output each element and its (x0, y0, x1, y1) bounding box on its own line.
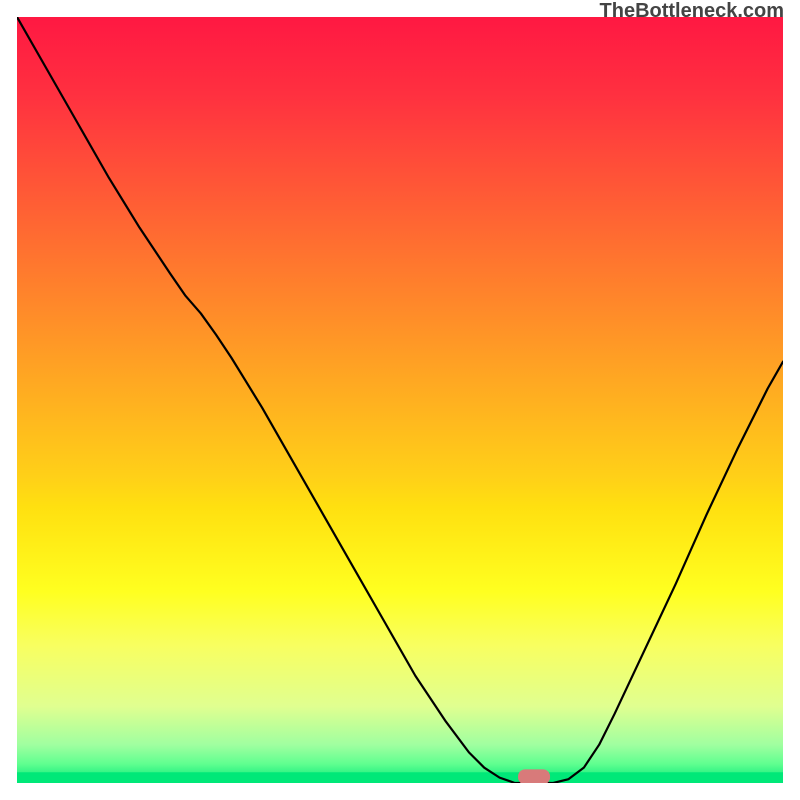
chart-plot-area (17, 17, 783, 783)
chart-svg (17, 17, 783, 783)
gradient-background (17, 17, 783, 783)
chart-container: TheBottleneck.com (0, 0, 800, 800)
bottom-band (17, 772, 783, 783)
optimal-marker (518, 769, 550, 783)
